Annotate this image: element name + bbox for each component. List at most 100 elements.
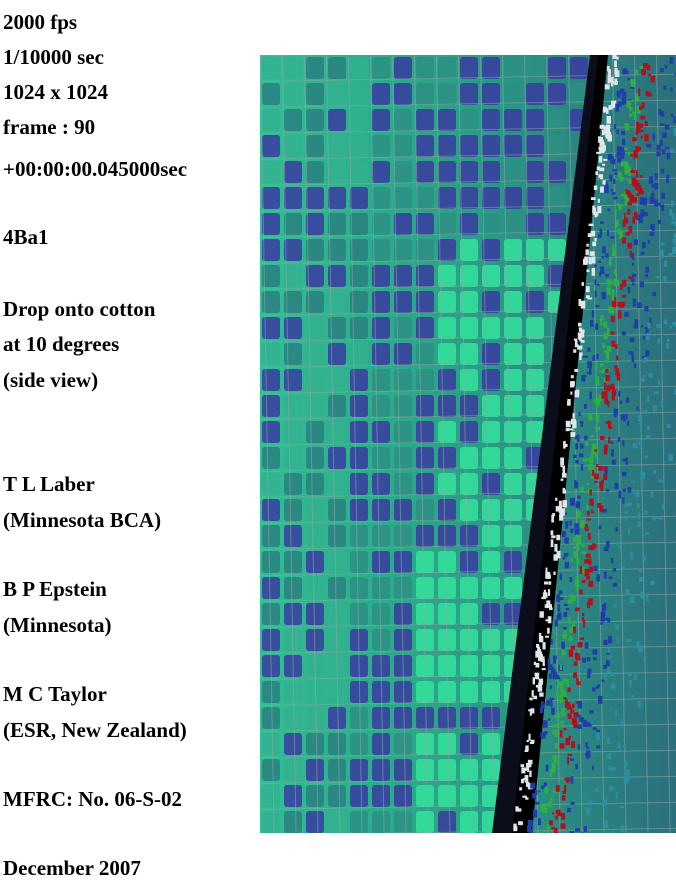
- streak-speck: [634, 319, 639, 326]
- streak-speck: [579, 566, 583, 575]
- streak-speck: [562, 691, 566, 696]
- streak-speck: [654, 173, 658, 180]
- streak-speck: [587, 458, 590, 461]
- streak-speck: [551, 827, 555, 830]
- streak-speck: [600, 266, 605, 275]
- streak-speck: [610, 316, 615, 323]
- streak-speck: [591, 469, 595, 476]
- streak-speck: [617, 437, 621, 442]
- streak-speck: [563, 728, 567, 731]
- streak-speck: [595, 414, 600, 422]
- streak-speck: [629, 680, 632, 688]
- weave-grid: [260, 55, 676, 833]
- streak-speck: [592, 241, 597, 247]
- streak-speck: [613, 196, 618, 200]
- streak-speck: [620, 301, 626, 307]
- streak-speck: [553, 789, 557, 794]
- streak-speck: [639, 174, 643, 178]
- streak-speck: [588, 414, 593, 421]
- streak-speck: [565, 521, 569, 524]
- streak-speck: [652, 291, 657, 297]
- streak-speck: [635, 69, 639, 76]
- streak-speck: [589, 489, 592, 496]
- streak-speck: [610, 83, 614, 87]
- streak-speck: [607, 757, 612, 760]
- streak-speck: [642, 197, 647, 206]
- streak-speck: [655, 275, 661, 279]
- streak-speck: [585, 441, 589, 446]
- false-color-frame-image: [260, 55, 676, 833]
- streak-speck: [673, 129, 676, 136]
- streak-speck: [614, 482, 619, 490]
- streak-speck: [547, 800, 552, 808]
- streak-speck: [546, 700, 551, 706]
- streak-speck: [588, 223, 594, 227]
- streak-speck: [621, 237, 626, 244]
- streak-speck: [609, 654, 612, 659]
- streak-speck: [610, 557, 614, 564]
- streak-speck: [612, 244, 615, 252]
- streak-speck: [612, 55, 617, 59]
- streak-speck: [657, 202, 661, 206]
- streak-speck: [630, 698, 633, 701]
- streak-speck: [602, 129, 605, 136]
- streak-speck: [585, 807, 591, 815]
- streak-speck: [614, 365, 618, 370]
- streak-speck: [580, 331, 585, 338]
- streak-speck: [538, 632, 542, 639]
- streak-speck: [588, 533, 591, 540]
- streak-speck: [609, 174, 613, 182]
- streak-speck: [576, 681, 581, 686]
- streak-speck: [571, 596, 576, 601]
- streak-speck: [558, 500, 562, 507]
- streak-speck: [616, 203, 619, 206]
- streak-speck: [579, 637, 584, 640]
- streak-speck: [574, 369, 579, 372]
- streak-speck: [621, 566, 626, 570]
- streak-speck: [544, 787, 549, 793]
- streak-speck: [619, 400, 623, 404]
- streak-speck: [612, 169, 618, 172]
- streak-speck: [674, 72, 676, 76]
- streak-speck: [575, 443, 578, 450]
- streak-speck: [564, 785, 567, 791]
- streak-speck: [638, 88, 641, 96]
- streak-speck: [577, 332, 582, 340]
- streak-speck: [518, 821, 523, 826]
- streak-speck: [602, 163, 606, 166]
- streak-speck: [620, 161, 626, 167]
- streak-speck: [639, 65, 643, 69]
- streak-speck: [669, 57, 674, 64]
- streak-speck: [672, 239, 676, 242]
- streak-speck: [566, 702, 570, 710]
- streak-speck: [645, 329, 649, 335]
- author-affiliation: (Minnesota BCA): [3, 508, 162, 532]
- streak-speck: [589, 799, 593, 806]
- streak-speck: [542, 659, 545, 666]
- streak-speck: [599, 124, 605, 129]
- streak-speck: [603, 332, 608, 339]
- streak-speck: [627, 502, 632, 506]
- streak-speck: [601, 145, 606, 152]
- streak-speck: [589, 566, 594, 573]
- streak-speck: [535, 801, 540, 805]
- streak-speck: [638, 576, 644, 582]
- streak-speck: [581, 375, 587, 378]
- streak-speck: [560, 720, 564, 728]
- streak-speck: [636, 146, 639, 153]
- streak-speck: [624, 218, 629, 224]
- streak-speck: [582, 719, 588, 727]
- streak-speck: [644, 306, 649, 312]
- streak-speck: [641, 69, 646, 76]
- streak-speck: [641, 242, 646, 249]
- streak-speck: [640, 591, 644, 598]
- streak-speck: [643, 211, 648, 217]
- streak-speck: [642, 335, 645, 340]
- streak-speck: [644, 455, 649, 459]
- streak-speck: [608, 765, 613, 771]
- streak-speck: [554, 543, 558, 552]
- streak-speck: [600, 622, 604, 625]
- streak-speck: [627, 209, 631, 215]
- streak-speck: [622, 744, 626, 748]
- streak-speck: [619, 230, 623, 239]
